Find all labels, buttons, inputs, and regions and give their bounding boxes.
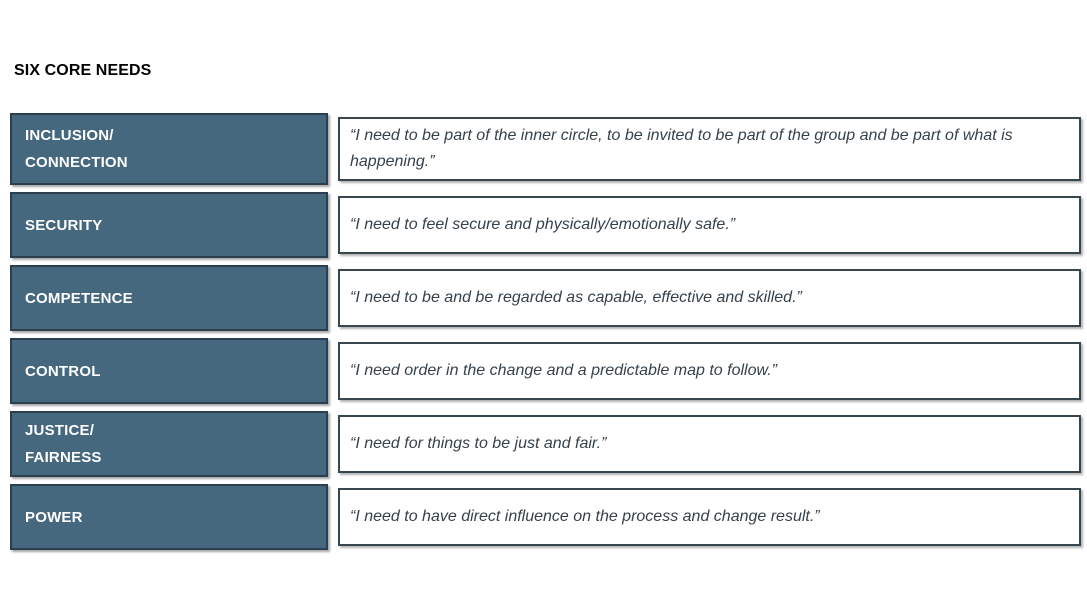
need-label: COMPETENCE [25,289,133,307]
quote-text: “I need for things to be just and fair.” [350,435,607,453]
quote-box: “I need to be part of the inner circle, … [338,117,1081,181]
page-title: SIX CORE NEEDS [14,62,152,79]
need-label: POWER [25,508,83,526]
need-label: SECURITY [25,216,103,234]
table-row: COMPETENCE “I need to be and be regarded… [10,265,1081,331]
table-row: INCLUSION/ CONNECTION “I need to be part… [10,113,1081,185]
quote-box: “I need to be and be regarded as capable… [338,269,1081,327]
need-label: CONTROL [25,362,101,380]
need-label-box: JUSTICE/ FAIRNESS [10,411,328,477]
need-label-box: SECURITY [10,192,328,258]
quote-text: “I need to have direct influence on the … [350,508,820,526]
table-row: CONTROL “I need order in the change and … [10,338,1081,404]
table-row: SECURITY “I need to feel secure and phys… [10,192,1081,258]
need-label: INCLUSION/ CONNECTION [25,127,128,171]
need-label-box: POWER [10,484,328,550]
table-row: POWER “I need to have direct influence o… [10,484,1081,550]
quote-box: “I need to feel secure and physically/em… [338,196,1081,254]
quote-box: “I need for things to be just and fair.” [338,415,1081,473]
need-label-box: COMPETENCE [10,265,328,331]
table-row: JUSTICE/ FAIRNESS “I need for things to … [10,411,1081,477]
quote-box: “I need order in the change and a predic… [338,342,1081,400]
quote-text: “I need to be and be regarded as capable… [350,289,802,307]
quote-text: “I need to be part of the inner circle, … [350,127,1013,170]
quote-text: “I need order in the change and a predic… [350,362,777,380]
need-label: JUSTICE/ FAIRNESS [25,422,102,466]
need-label-box: INCLUSION/ CONNECTION [10,113,328,185]
need-label-box: CONTROL [10,338,328,404]
quote-box: “I need to have direct influence on the … [338,488,1081,546]
needs-table: INCLUSION/ CONNECTION “I need to be part… [10,113,1081,550]
quote-text: “I need to feel secure and physically/em… [350,216,736,234]
